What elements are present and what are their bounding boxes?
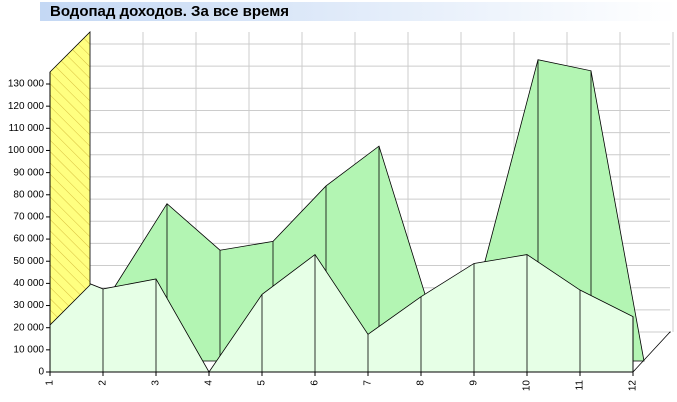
x-tick-label: 4	[204, 380, 215, 386]
y-tick-label: 80 000	[13, 189, 44, 200]
y-tick-label: 120 000	[8, 101, 45, 112]
y-tick-label: 100 000	[8, 145, 45, 156]
x-tick-label: 10	[522, 380, 533, 392]
y-tick-label: 70 000	[13, 212, 44, 223]
chart-title: Водопад доходов. За все время	[50, 3, 289, 20]
x-tick-label: 7	[363, 380, 374, 386]
x-tick-label: 11	[575, 380, 586, 391]
y-tick-label: 60 000	[13, 234, 44, 245]
x-tick-label: 1	[45, 380, 56, 386]
x-tick-label: 9	[469, 380, 480, 386]
x-tick-label: 8	[416, 380, 427, 386]
x-tick-label: 2	[98, 380, 109, 386]
y-tick-label: 10 000	[13, 344, 44, 355]
x-tick-label: 6	[310, 380, 321, 386]
x-tick-label: 5	[257, 380, 268, 386]
y-tick-label: 110 000	[9, 123, 45, 134]
y-tick-label: 90 000	[13, 167, 44, 178]
y-tick-label: 130 000	[8, 79, 45, 90]
y-tick-label: 30 000	[13, 300, 44, 311]
y-tick-label: 0	[38, 367, 44, 378]
y-tick-label: 40 000	[13, 278, 44, 289]
y-tick-label: 50 000	[13, 256, 44, 267]
title-bar	[40, 2, 677, 21]
x-tick-label: 12	[628, 380, 639, 392]
y-tick-label: 20 000	[13, 322, 44, 333]
x-tick-label: 3	[151, 380, 162, 386]
floor-edge	[632, 330, 671, 373]
side-wall	[49, 31, 91, 326]
